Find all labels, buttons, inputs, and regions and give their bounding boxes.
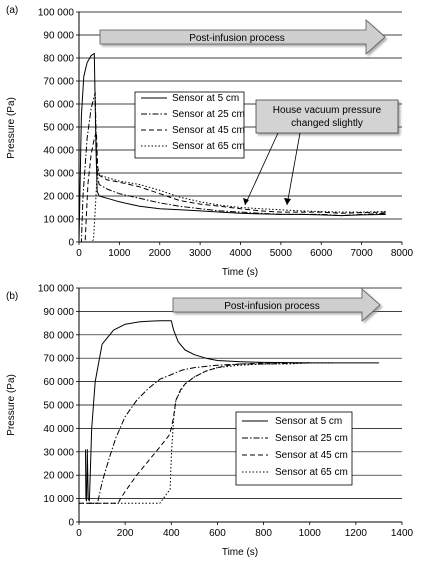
y-tick-label: 20 000 <box>43 192 74 203</box>
panel-b-arrow-label: Post-infusion process <box>224 301 320 312</box>
y-tick-label: 70 000 <box>43 77 74 88</box>
y-tick-label: 50 000 <box>43 401 74 412</box>
panel-a-legend: Sensor at 5 cm Sensor at 25 cm Sensor at 4… <box>135 92 245 158</box>
panel-a-y-axis-label: Pressure (Pa) <box>6 97 17 159</box>
panel-a-label: (a) <box>6 5 18 16</box>
y-tick-label: 100 000 <box>38 284 75 295</box>
x-tick-label: 400 <box>163 528 180 539</box>
panel-a-x-axis-label: Time (s) <box>222 267 258 278</box>
x-tick-label: 3000 <box>189 248 212 259</box>
panel-b-y-axis-label: Pressure (Pa) <box>6 374 17 436</box>
y-tick-label: 20 000 <box>43 471 74 482</box>
legend-entry: Sensor at 65 cm <box>275 467 348 478</box>
panel-a-y-tick-labels: 0 10 000 20 000 30 000 40 000 50 000 60 000 70 … <box>38 8 75 249</box>
panel-a-post-infusion-arrow: Post-infusion process <box>100 20 385 54</box>
x-tick-label: 0 <box>76 528 82 539</box>
x-tick-label: 1000 <box>299 528 322 539</box>
y-tick-label: 90 000 <box>43 31 74 42</box>
legend-entry: Sensor at 5 cm <box>275 416 342 427</box>
x-tick-label: 8000 <box>391 248 414 259</box>
panel-a-annotation: House vacuum pressure changed slightly <box>243 100 398 205</box>
y-tick-label: 30 000 <box>43 447 74 458</box>
panel-b-x-tick-labels: 0 200 400 600 800 1000 1200 1400 <box>76 528 413 539</box>
panel-b-label: (b) <box>6 291 18 302</box>
legend-entry: Sensor at 65 cm <box>172 141 245 152</box>
x-tick-label: 600 <box>209 528 226 539</box>
y-tick-label: 10 000 <box>43 215 74 226</box>
legend-entry: Sensor at 25 cm <box>172 109 245 120</box>
y-tick-label: 90 000 <box>43 307 74 318</box>
x-tick-label: 1200 <box>345 528 368 539</box>
y-tick-label: 40 000 <box>43 146 74 157</box>
x-tick-label: 1400 <box>391 528 414 539</box>
y-tick-label: 80 000 <box>43 330 74 341</box>
legend-entry: Sensor at 5 cm <box>172 93 239 104</box>
panel-b-post-infusion-arrow: Post-infusion process <box>173 289 380 321</box>
x-tick-label: 1000 <box>108 248 131 259</box>
panel-b: (b) 0 10 000 20 000 30 000 40 000 50 000 60 00… <box>6 284 414 559</box>
panel-a-x-tick-labels: 0 1000 2000 3000 4000 5000 6000 7000 8000 <box>76 248 413 259</box>
x-tick-label: 200 <box>117 528 134 539</box>
legend-entry: Sensor at 45 cm <box>172 125 245 136</box>
y-tick-label: 40 000 <box>43 424 74 435</box>
y-tick-label: 80 000 <box>43 54 74 65</box>
panel-b-legend: Sensor at 5 cm Sensor at 25 cm Sensor at 4… <box>236 412 352 485</box>
x-tick-label: 5000 <box>270 248 293 259</box>
y-tick-label: 100 000 <box>38 8 75 19</box>
y-tick-label: 30 000 <box>43 169 74 180</box>
y-tick-label: 60 000 <box>43 100 74 111</box>
legend-entry: Sensor at 45 cm <box>275 450 348 461</box>
y-tick-label: 70 000 <box>43 354 74 365</box>
x-tick-label: 4000 <box>229 248 252 259</box>
panel-a: (a) 0 10 000 20 000 30 000 40 000 50 000 60 00… <box>6 5 414 278</box>
y-tick-label: 0 <box>68 518 74 529</box>
x-tick-label: 6000 <box>310 248 333 259</box>
panel-b-y-tick-labels: 0 10 000 20 000 30 000 40 000 50 000 60 000 70 … <box>38 284 75 529</box>
y-tick-label: 0 <box>68 238 74 249</box>
x-tick-label: 0 <box>76 248 82 259</box>
panel-b-axes <box>76 288 402 525</box>
y-tick-label: 50 000 <box>43 123 74 134</box>
y-tick-label: 60 000 <box>43 377 74 388</box>
panel-a-arrow-label: Post-infusion process <box>189 33 285 44</box>
x-tick-label: 2000 <box>149 248 172 259</box>
x-tick-label: 7000 <box>351 248 374 259</box>
panel-b-x-axis-label: Time (s) <box>222 547 258 558</box>
legend-entry: Sensor at 25 cm <box>275 433 348 444</box>
y-tick-label: 10 000 <box>43 494 74 505</box>
x-tick-label: 800 <box>255 528 272 539</box>
